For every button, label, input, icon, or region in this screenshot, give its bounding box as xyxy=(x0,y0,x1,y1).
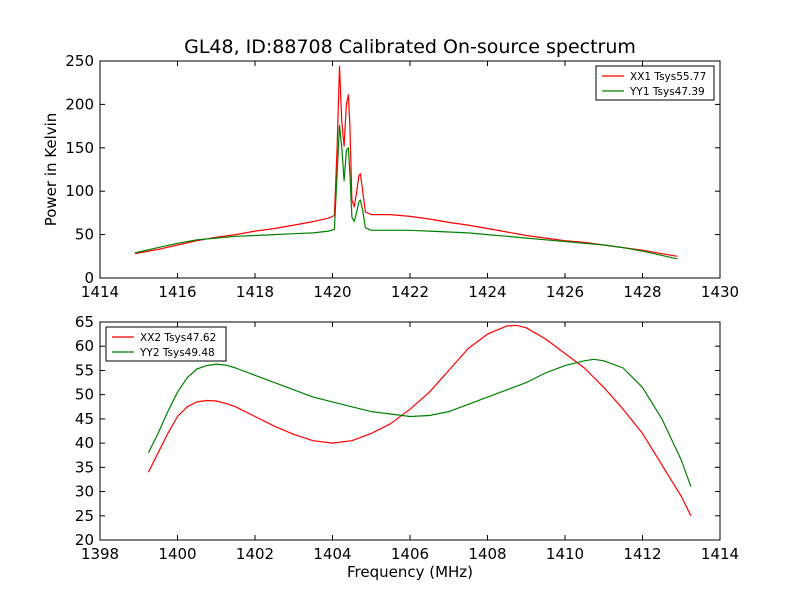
legend-label: YY2 Tsys49.48 xyxy=(139,347,215,359)
y-tick-label: 20 xyxy=(75,531,94,549)
x-tick-label: 1406 xyxy=(391,545,429,563)
top-plot: 1414 1416 1418 1420 1422 1424 1426 1428 1430 0 50 1… xyxy=(42,52,739,301)
x-tick-label: 1398 xyxy=(81,545,119,563)
y-tick-label: 250 xyxy=(65,52,94,70)
legend: XX2 Tsys47.62 YY2 Tsys49.48 xyxy=(105,326,227,362)
legend-box xyxy=(595,65,715,101)
x-tick-label: 1426 xyxy=(546,283,584,301)
x-tick-label: 1412 xyxy=(623,545,661,563)
x-tick-label: 1410 xyxy=(546,545,584,563)
x-tick-label: 1418 xyxy=(236,283,274,301)
y-tick-label: 0 xyxy=(84,269,94,287)
x-tick-label: 1428 xyxy=(623,283,661,301)
series-line-1 xyxy=(134,65,678,257)
y-tick-label: 55 xyxy=(75,361,94,379)
y-tick-label: 45 xyxy=(75,410,94,428)
y-tick-label: 35 xyxy=(75,458,94,476)
y-tick-label: 30 xyxy=(75,483,94,501)
x-tick-label: 1400 xyxy=(158,545,196,563)
x-tick-label: 1404 xyxy=(313,545,351,563)
legend-label: XX2 Tsys47.62 xyxy=(140,332,216,344)
x-tick-label: 1416 xyxy=(158,283,196,301)
x-tick-label: 1424 xyxy=(468,283,506,301)
x-tick-label: 1422 xyxy=(391,283,429,301)
y-tick-label: 150 xyxy=(65,139,94,157)
y-tick-label: 65 xyxy=(75,313,94,331)
x-tick-label: 1402 xyxy=(236,545,274,563)
bottom-plot: 1398 1400 1402 1404 1406 1408 1410 1412 1414 20 25… xyxy=(75,313,739,581)
x-tick-label: 1414 xyxy=(701,545,739,563)
y-tick-label: 60 xyxy=(75,337,94,355)
y-tick-label: 100 xyxy=(65,182,94,200)
series-line-2 xyxy=(134,124,678,260)
x-tick-label: 1430 xyxy=(701,283,739,301)
y-tick-label: 25 xyxy=(75,507,94,525)
x-axis-label: Frequency (MHz) xyxy=(347,563,473,581)
y-tick-label: 50 xyxy=(75,226,94,244)
y-axis-label: Power in Kelvin xyxy=(42,113,60,227)
chart-title: GL48, ID:88708 Calibrated On-source spec… xyxy=(184,36,636,58)
x-tick-label: 1408 xyxy=(468,545,506,563)
y-tick-label: 200 xyxy=(65,95,94,113)
x-tick-label: 1420 xyxy=(313,283,351,301)
series-line-2 xyxy=(147,358,692,487)
legend-label: YY1 Tsys47.39 xyxy=(629,86,705,98)
x-tick-label: 1414 xyxy=(81,283,119,301)
legend: XX1 Tsys55.77 YY1 Tsys47.39 xyxy=(595,65,715,101)
legend-box xyxy=(105,326,227,362)
legend-label: XX1 Tsys55.77 xyxy=(630,71,706,83)
series-line-1 xyxy=(147,324,692,517)
y-tick-label: 40 xyxy=(75,434,94,452)
y-tick-label: 50 xyxy=(75,386,94,404)
